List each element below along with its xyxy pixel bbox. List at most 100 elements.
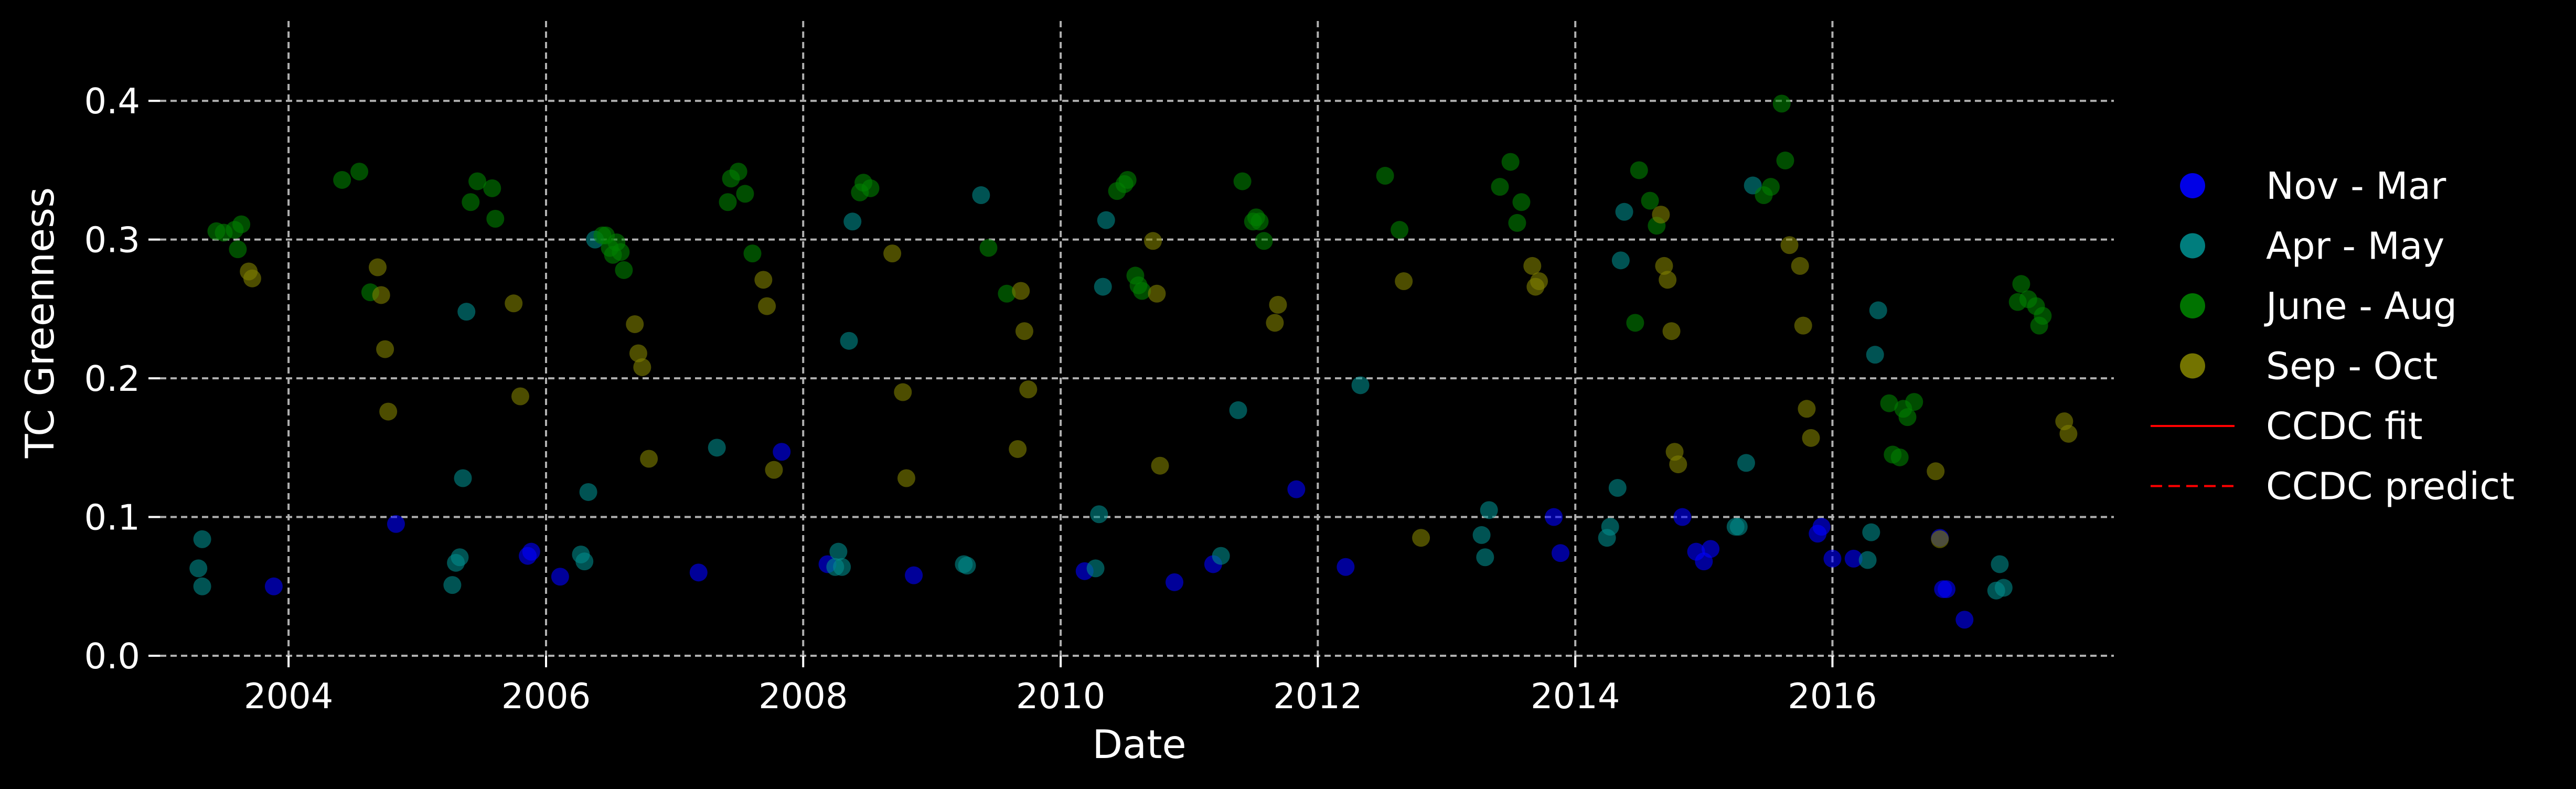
plot-area xyxy=(189,94,2078,629)
data-point xyxy=(376,340,394,358)
data-point xyxy=(1630,161,1648,179)
data-point xyxy=(615,261,633,279)
data-point xyxy=(1269,295,1287,314)
data-point xyxy=(1615,202,1633,221)
data-point xyxy=(1662,322,1681,340)
data-point xyxy=(1898,408,1917,427)
data-point xyxy=(743,244,762,263)
series-0 xyxy=(264,443,1974,629)
data-point xyxy=(372,286,390,304)
x-tick-label: 2012 xyxy=(1273,676,1363,717)
data-point xyxy=(579,483,597,501)
data-point xyxy=(1491,178,1509,196)
data-point xyxy=(1626,314,1644,332)
data-point xyxy=(454,469,472,487)
data-point xyxy=(1905,393,1923,411)
legend-item: June - Aug xyxy=(2180,284,2457,328)
data-point xyxy=(468,172,487,190)
data-point xyxy=(1233,172,1252,190)
data-point xyxy=(1118,170,1137,189)
legend-item: Sep - Oct xyxy=(2180,345,2438,388)
data-point xyxy=(1673,508,1692,526)
legend-marker xyxy=(2180,293,2205,318)
x-tick-label: 2014 xyxy=(1531,676,1620,717)
data-point xyxy=(1015,322,1033,340)
data-point xyxy=(754,271,773,289)
data-point xyxy=(1512,193,1531,211)
data-point xyxy=(1991,555,2009,573)
y-axis-label: TC Greenness xyxy=(17,187,63,459)
data-point xyxy=(1737,454,1755,472)
data-point xyxy=(1472,526,1491,544)
data-point xyxy=(1890,448,1909,466)
data-point xyxy=(522,542,540,561)
data-point xyxy=(1412,529,1430,547)
data-point xyxy=(905,566,923,584)
data-point xyxy=(229,240,247,259)
y-axis: 0.0 0.1 0.2 0.3 0.4 xyxy=(84,81,160,677)
data-point xyxy=(1601,518,1619,536)
data-point xyxy=(861,179,880,197)
data-point xyxy=(1287,480,1306,498)
legend-label: CCDC fit xyxy=(2266,404,2423,448)
data-point xyxy=(1391,221,1409,239)
data-point xyxy=(736,185,754,203)
legend-item: Apr - May xyxy=(2180,225,2444,268)
data-point xyxy=(243,269,261,287)
y-tick-label: 0.0 xyxy=(84,636,140,677)
data-point xyxy=(1812,518,1831,536)
data-point xyxy=(1501,153,1520,171)
data-point xyxy=(1659,271,1677,289)
data-point xyxy=(1772,94,1791,113)
data-point xyxy=(1866,346,1884,364)
legend-label: Nov - Mar xyxy=(2266,164,2446,208)
data-point xyxy=(1938,580,1956,599)
data-point xyxy=(1669,455,1687,474)
data-point xyxy=(486,210,505,228)
x-axis: 2004 2006 2008 2010 2012 2014 2016 xyxy=(244,656,1877,717)
data-point xyxy=(633,358,651,376)
data-point xyxy=(894,383,912,401)
data-point xyxy=(729,163,747,181)
data-point xyxy=(483,179,501,197)
data-point xyxy=(640,450,658,468)
data-point xyxy=(758,297,776,315)
legend-marker xyxy=(2180,353,2205,379)
data-point xyxy=(1266,314,1284,332)
data-point xyxy=(1229,401,1247,419)
data-point xyxy=(1608,479,1627,497)
data-point xyxy=(979,239,998,257)
x-tick-label: 2016 xyxy=(1788,676,1877,717)
series-1 xyxy=(189,176,2013,600)
data-point xyxy=(765,461,783,479)
data-point xyxy=(232,215,251,233)
legend-item: CCDC fit xyxy=(2151,404,2423,448)
legend-item: CCDC predict xyxy=(2151,465,2515,508)
data-point xyxy=(604,246,622,264)
legend-marker xyxy=(2180,233,2205,259)
data-point xyxy=(1823,549,1842,568)
data-point xyxy=(1652,206,1670,224)
data-point xyxy=(708,439,726,457)
data-point xyxy=(1729,518,1748,536)
data-point xyxy=(1798,400,1816,418)
data-point xyxy=(972,186,990,205)
data-point xyxy=(1166,573,1184,591)
data-point xyxy=(1791,257,1809,275)
data-point xyxy=(883,244,902,263)
data-point xyxy=(1611,251,1630,270)
data-point xyxy=(1931,530,1949,548)
data-point xyxy=(551,568,569,586)
x-axis-label: Date xyxy=(1092,721,1186,767)
data-point xyxy=(1545,508,1563,526)
data-point xyxy=(1376,167,1394,185)
data-point xyxy=(451,548,469,567)
data-point xyxy=(511,387,529,406)
legend: Nov - Mar Apr - May June - Aug Sep - Oct CCD… xyxy=(2151,164,2515,508)
data-point xyxy=(1097,211,1115,229)
data-point xyxy=(264,577,283,595)
data-point xyxy=(1133,282,1151,300)
data-point xyxy=(1009,440,1027,458)
data-point xyxy=(719,193,737,211)
